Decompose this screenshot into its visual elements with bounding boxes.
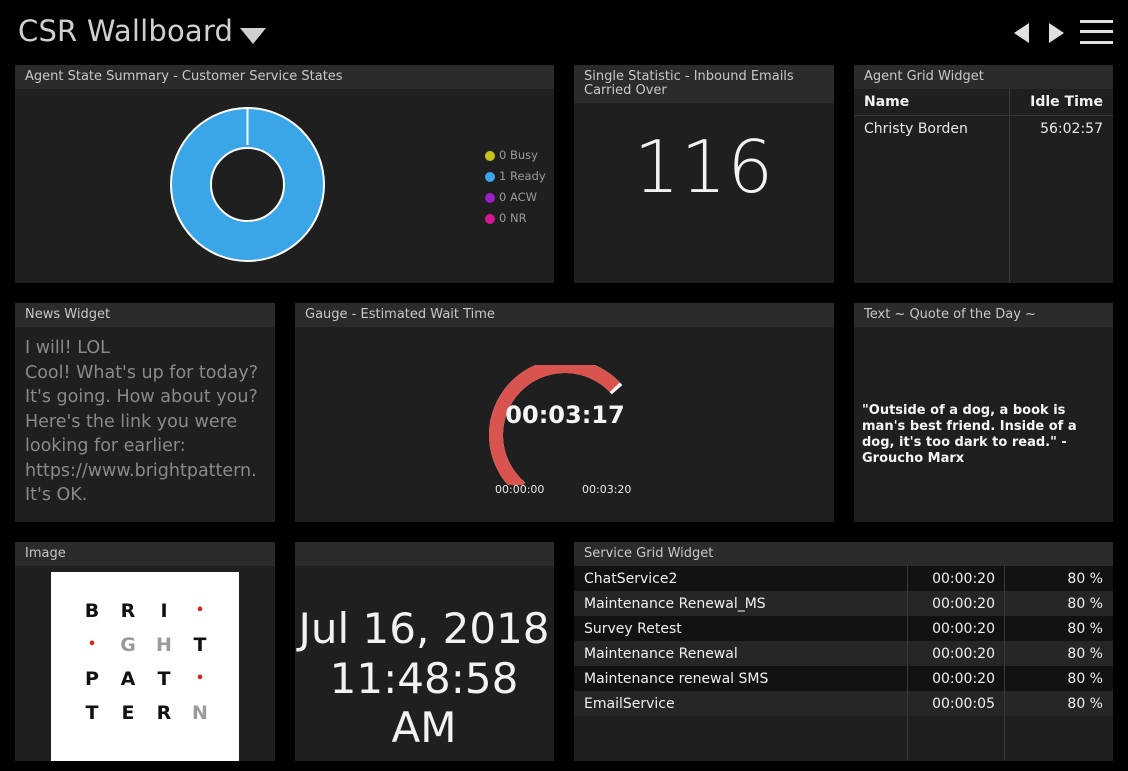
- legend-item-busy: 0 Busy: [485, 145, 546, 166]
- service-percent: 80 %: [1005, 566, 1113, 591]
- legend-item-nr: 0 NR: [485, 208, 546, 229]
- news-line: Here's the link you were: [25, 411, 238, 432]
- quote-text: "Outside of a dog, a book is man's best …: [862, 403, 1077, 466]
- caret-down-icon[interactable]: [240, 28, 266, 44]
- quote-widget: Text ~ Quote of the Day ~ "Outside of a …: [854, 303, 1113, 522]
- statistic-value: 116: [633, 125, 775, 209]
- legend-label: 0 NR: [499, 211, 527, 225]
- legend-item-ready: 1 Ready: [485, 166, 546, 187]
- legend-dot-nr: [485, 213, 495, 224]
- news-line: It's going. How about you?: [25, 387, 258, 407]
- news-line: I will! LOL: [25, 338, 110, 358]
- table-row[interactable]: Maintenance renewal SMS 00:00:20 80 %: [574, 666, 1113, 691]
- column-header-idle-time[interactable]: Idle Time: [1002, 89, 1113, 116]
- service-time: 00:00:20: [909, 566, 1005, 591]
- legend-dot-acw: [485, 192, 495, 203]
- legend-label: 0 ACW: [499, 190, 538, 204]
- widget-title: Gauge - Estimated Wait Time: [295, 303, 834, 327]
- single-statistic-widget: Single Statistic - Inbound Emails Carrie…: [574, 65, 834, 283]
- gauge-fill: [489, 365, 620, 485]
- wallboard-title[interactable]: CSR Wallboard: [18, 14, 234, 48]
- service-time: 00:00:20: [909, 616, 1005, 641]
- widget-title: Agent Grid Widget: [854, 65, 1113, 89]
- news-feed: I will! LOL Cool! What's up for today? I…: [25, 336, 275, 508]
- widget-title: Image: [15, 542, 275, 566]
- widget-title: News Widget: [15, 303, 275, 327]
- service-time: 00:00:20: [909, 641, 1005, 666]
- gauge-value: 00:03:17: [505, 401, 625, 429]
- service-percent: 80 %: [1005, 591, 1113, 616]
- column-header-name[interactable]: Name: [854, 89, 1003, 116]
- column-divider: [1009, 89, 1010, 283]
- service-name: ChatService2: [574, 566, 909, 591]
- agent-state-donut: [170, 107, 325, 262]
- table-row[interactable]: EmailService 00:00:05 80 %: [574, 691, 1113, 716]
- service-percent: 80 %: [1005, 666, 1113, 691]
- service-time: 00:00:05: [909, 691, 1005, 716]
- previous-arrow-icon[interactable]: [1014, 23, 1029, 43]
- column-divider: [907, 566, 908, 760]
- agent-grid-table: Name Idle Time Christy Borden 56:02:57: [854, 89, 1113, 141]
- service-grid-widget: Service Grid Widget ChatService2 00:00:20…: [574, 542, 1113, 761]
- widget-title: Text ~ Quote of the Day ~: [854, 303, 1113, 327]
- agent-state-legend: 0 Busy 1 Ready 0 ACW 0 NR: [485, 145, 546, 229]
- clock-widget: Jul 16, 2018 11:48:58 AM: [295, 542, 554, 761]
- news-line: It's OK.: [25, 485, 88, 505]
- clock-time: 11:48:58 AM: [329, 654, 519, 752]
- agent-state-widget: Agent State Summary - Customer Service S…: [15, 65, 554, 283]
- wait-time-gauge: [489, 365, 623, 485]
- agent-grid-widget: Agent Grid Widget Name Idle Time Christy…: [854, 65, 1113, 283]
- service-percent: 80 %: [1005, 616, 1113, 641]
- news-link[interactable]: https://www.brightpattern.: [25, 460, 257, 481]
- legend-item-acw: 0 ACW: [485, 187, 546, 208]
- table-row[interactable]: ChatService2 00:00:20 80 %: [574, 566, 1113, 591]
- legend-dot-busy: [485, 150, 495, 161]
- gauge-max-label: 00:03:20: [582, 483, 632, 496]
- service-name: EmailService: [574, 691, 909, 716]
- service-name: Maintenance Renewal: [574, 641, 909, 666]
- service-name: Maintenance renewal SMS: [574, 666, 909, 691]
- table-row[interactable]: Maintenance Renewal_MS 00:00:20 80 %: [574, 591, 1113, 616]
- news-line: Cool! What's up for today?: [25, 362, 258, 383]
- news-widget: News Widget I will! LOL Cool! What's up …: [15, 303, 275, 522]
- widget-title: Single Statistic - Inbound Emails Carrie…: [574, 65, 834, 103]
- widget-title-empty: [295, 542, 554, 566]
- table-row[interactable]: Survey Retest 00:00:20 80 %: [574, 616, 1113, 641]
- widget-title: Service Grid Widget: [574, 542, 1113, 566]
- service-percent: 80 %: [1005, 641, 1113, 666]
- service-name: Survey Retest: [574, 616, 909, 641]
- legend-label: 1 Ready: [499, 169, 546, 183]
- logo-row: • G H T: [87, 634, 207, 656]
- gauge-widget: Gauge - Estimated Wait Time 00:03:17 00:…: [295, 303, 834, 522]
- service-time: 00:00:20: [909, 591, 1005, 616]
- widget-title: Agent State Summary - Customer Service S…: [15, 65, 554, 89]
- table-header-row: Name Idle Time: [854, 89, 1113, 116]
- logo-row: P A T •: [85, 668, 205, 690]
- table-row[interactable]: Maintenance Renewal 00:00:20 80 %: [574, 641, 1113, 666]
- clock-date: Jul 16, 2018: [298, 604, 550, 653]
- next-arrow-icon[interactable]: [1049, 23, 1064, 43]
- agent-name: Christy Borden: [864, 120, 968, 137]
- legend-dot-ready: [485, 171, 495, 182]
- service-time: 00:00:20: [909, 666, 1005, 691]
- agent-idle-time: 56:02:57: [1040, 120, 1103, 137]
- news-line: looking for earlier:: [25, 436, 186, 456]
- top-bar: CSR Wallboard: [0, 0, 1128, 64]
- legend-label: 0 Busy: [499, 148, 538, 162]
- hamburger-menu-icon[interactable]: [1080, 20, 1113, 44]
- column-divider: [1004, 566, 1005, 760]
- service-name: Maintenance Renewal_MS: [574, 591, 909, 616]
- service-percent: 80 %: [1005, 691, 1113, 716]
- table-row[interactable]: Christy Borden 56:02:57: [854, 116, 1113, 142]
- gauge-min-label: 00:00:00: [495, 483, 545, 496]
- service-grid-table: ChatService2 00:00:20 80 % Maintenance Ren…: [574, 566, 1113, 716]
- logo-row: B R I •: [84, 600, 205, 622]
